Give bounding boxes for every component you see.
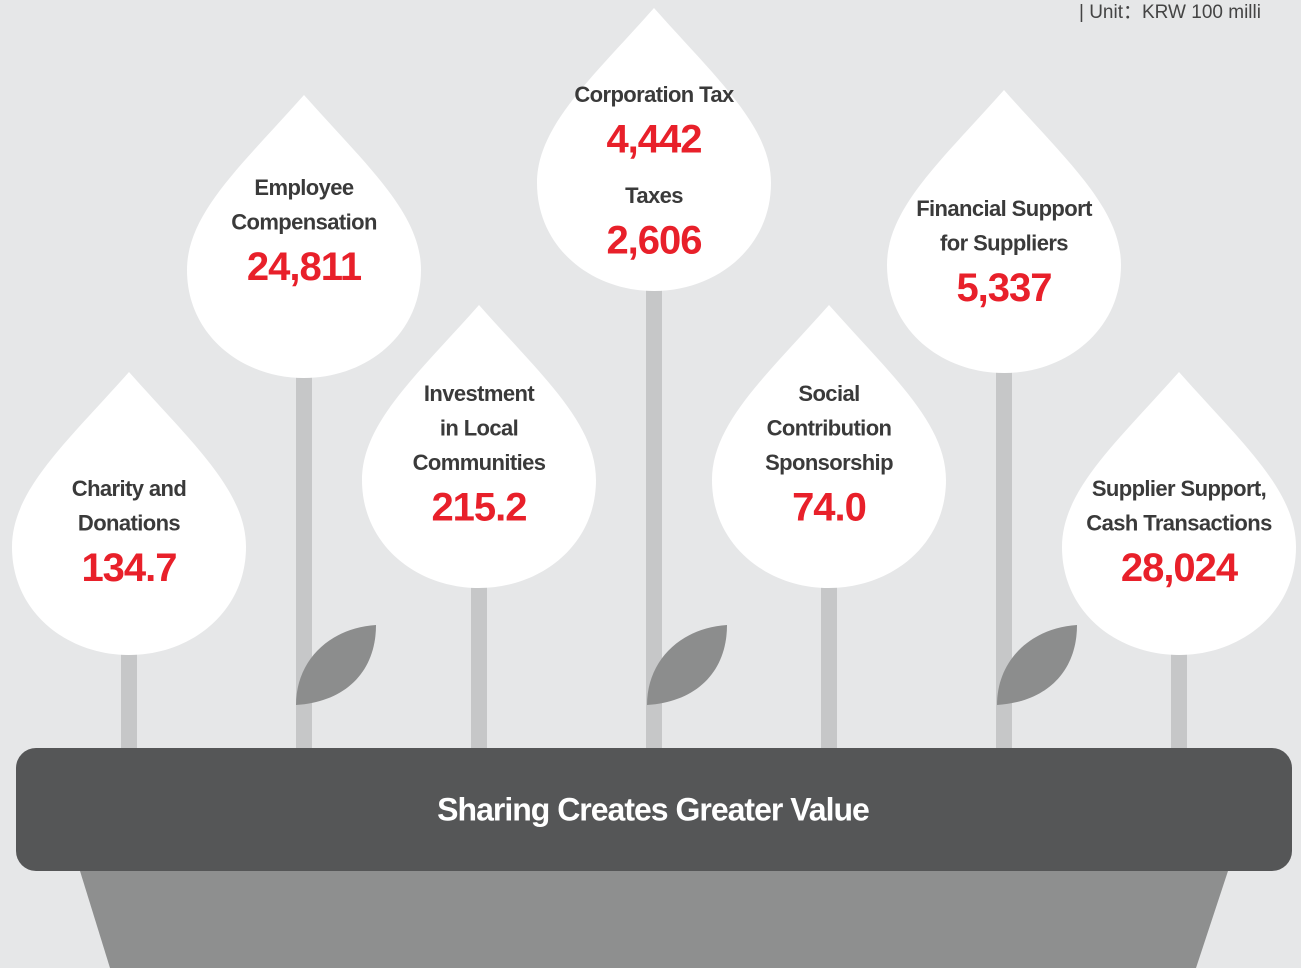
node-value: 24,811 — [247, 245, 362, 289]
petal-group: Charity and Donations 134.7 — [12, 372, 246, 655]
leaf — [997, 625, 1077, 705]
node-label: Cash Transactions — [1086, 510, 1272, 535]
petal-group: Supplier Support, Cash Transactions 28,024 — [1062, 372, 1296, 655]
node-label: Investment — [424, 381, 535, 406]
stem — [121, 642, 137, 748]
petal — [187, 95, 421, 378]
node-label: in Local — [440, 415, 518, 440]
node-label: Sponsorship — [765, 450, 893, 475]
stem — [996, 360, 1012, 748]
stem — [1171, 642, 1187, 748]
node-label: Contribution — [767, 415, 892, 440]
stem — [471, 575, 487, 748]
node-label: Charity and — [72, 476, 186, 501]
leaf — [647, 625, 727, 705]
node-label: Employee — [254, 175, 353, 200]
leaves — [296, 625, 1077, 705]
node-value: 2,606 — [606, 219, 701, 263]
petal-group: Investment in Local Communities 215.2 — [362, 305, 596, 588]
node-value: 28,024 — [1121, 546, 1239, 590]
node-label: Supplier Support, — [1092, 476, 1266, 501]
node-value: 5,337 — [956, 266, 1051, 310]
title: Sharing Creates Greater Value — [437, 791, 869, 827]
petal-group: Social Contribution Sponsorship 74.0 — [712, 305, 946, 588]
petal — [712, 305, 946, 588]
node-label: for Suppliers — [940, 230, 1068, 255]
petal — [887, 90, 1121, 373]
node-label: Financial Support — [916, 196, 1093, 221]
node-value: 4,442 — [606, 118, 701, 162]
leaf — [296, 625, 376, 705]
node-label: Social — [798, 381, 859, 406]
petal — [1062, 372, 1296, 655]
stem — [296, 365, 312, 748]
unit-note: | Unit：KRW 100 milli — [1079, 2, 1261, 23]
petals: Charity and Donations 134.7 Employee Compens… — [12, 8, 1296, 655]
node-label: Donations — [78, 510, 181, 535]
stem — [646, 278, 662, 748]
petal-group: Corporation Tax 4,442 Taxes 2,606 — [537, 8, 771, 291]
node-label: Corporation Tax — [574, 82, 735, 107]
petal-group: Financial Support for Suppliers 5,337 — [887, 90, 1121, 373]
node-value: 215.2 — [431, 486, 526, 530]
node-value: 74.0 — [792, 486, 866, 530]
petal — [12, 372, 246, 655]
petal — [362, 305, 596, 588]
pot-body — [80, 871, 1228, 968]
pot-rim — [16, 748, 1292, 871]
node-label: Taxes — [625, 183, 683, 208]
petal — [537, 8, 771, 291]
node-label: Compensation — [231, 209, 377, 234]
node-value: 134.7 — [81, 546, 176, 590]
stem — [821, 575, 837, 748]
node-label: Communities — [413, 450, 546, 475]
petal-group: Employee Compensation 24,811 — [187, 95, 421, 378]
stems — [121, 278, 1187, 748]
